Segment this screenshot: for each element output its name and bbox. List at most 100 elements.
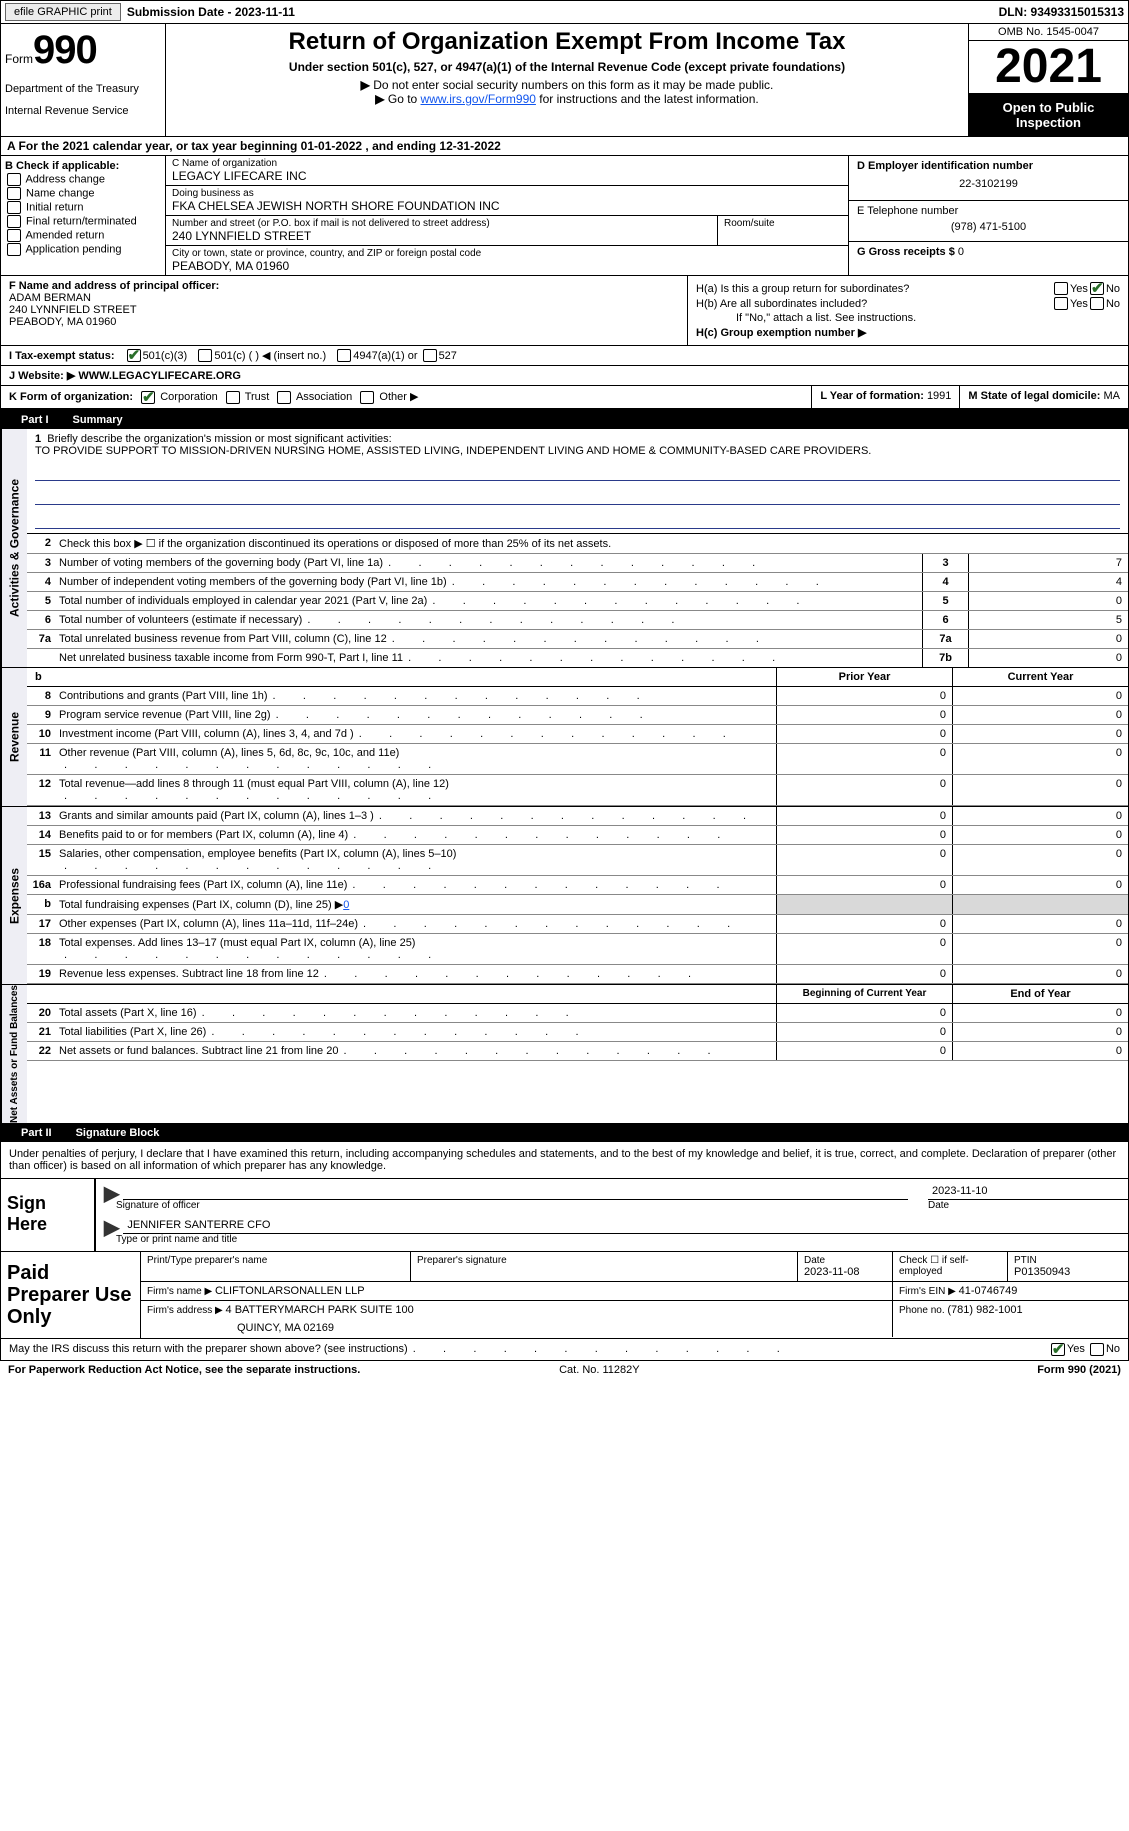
form-number: Form990 bbox=[5, 28, 161, 73]
sign-here-label: Sign Here bbox=[1, 1179, 96, 1251]
vtab-netassets: Net Assets or Fund Balances bbox=[1, 985, 27, 1123]
vtab-expenses: Expenses bbox=[1, 807, 27, 984]
efile-print-button[interactable]: efile GRAPHIC print bbox=[5, 3, 121, 21]
officer-addr1: 240 LYNNFIELD STREET bbox=[9, 304, 679, 316]
m-value: MA bbox=[1104, 390, 1121, 402]
summary-line: 17Other expenses (Part IX, column (A), l… bbox=[27, 915, 1128, 934]
b-option-1[interactable]: Name change bbox=[5, 187, 161, 200]
b-option-2[interactable]: Initial return bbox=[5, 201, 161, 214]
mission-text: TO PROVIDE SUPPORT TO MISSION-DRIVEN NUR… bbox=[35, 445, 1120, 457]
c-name-label: C Name of organization bbox=[172, 158, 842, 169]
hb-no-checkbox[interactable] bbox=[1090, 297, 1104, 310]
room-label: Room/suite bbox=[724, 218, 842, 229]
end-year-hdr: End of Year bbox=[952, 985, 1128, 1003]
hb-note: If "No," attach a list. See instructions… bbox=[696, 312, 1120, 324]
cat-no: Cat. No. 11282Y bbox=[559, 1364, 640, 1376]
f-label: F Name and address of principal officer: bbox=[9, 280, 679, 292]
m-label: M State of legal domicile: bbox=[968, 390, 1103, 402]
summary-line: 2Check this box ▶ ☐ if the organization … bbox=[27, 534, 1128, 554]
tax-year: 2021 bbox=[969, 41, 1128, 94]
may-no-checkbox[interactable] bbox=[1090, 1343, 1104, 1356]
summary-line: 18Total expenses. Add lines 13–17 (must … bbox=[27, 934, 1128, 965]
summary-line: 14Benefits paid to or for members (Part … bbox=[27, 826, 1128, 845]
summary-line: 20Total assets (Part X, line 16)00 bbox=[27, 1004, 1128, 1023]
subtitle-3: ▶ Go to www.irs.gov/Form990 for instruct… bbox=[172, 92, 962, 106]
org-name: LEGACY LIFECARE INC bbox=[172, 169, 842, 183]
i-4947-checkbox[interactable] bbox=[337, 349, 351, 362]
i-501c-checkbox[interactable] bbox=[198, 349, 212, 362]
omb-number: OMB No. 1545-0047 bbox=[969, 24, 1128, 41]
sig-name-caption: Type or print name and title bbox=[96, 1234, 1128, 1245]
summary-line: 5Total number of individuals employed in… bbox=[27, 592, 1128, 611]
part1-tab: Part I bbox=[7, 411, 63, 429]
ha-yes-checkbox[interactable] bbox=[1054, 282, 1068, 295]
tel-label: E Telephone number bbox=[857, 205, 1120, 217]
dba-label: Doing business as bbox=[172, 188, 842, 199]
may-yes-checkbox[interactable] bbox=[1051, 1343, 1065, 1356]
fundraising-link[interactable]: 0 bbox=[343, 899, 349, 911]
vtab-activities: Activities & Governance bbox=[1, 429, 27, 667]
vtab-revenue: Revenue bbox=[1, 668, 27, 806]
addr-label: Number and street (or P.O. box if mail i… bbox=[172, 218, 711, 229]
summary-line: 19Revenue less expenses. Subtract line 1… bbox=[27, 965, 1128, 984]
sig-arrow-icon: ▶ bbox=[104, 1188, 119, 1200]
prep-name-hdr: Print/Type preparer's name bbox=[147, 1255, 404, 1266]
summary-line: 3Number of voting members of the governi… bbox=[27, 554, 1128, 573]
city-state-zip: PEABODY, MA 01960 bbox=[172, 259, 842, 273]
ein-label: D Employer identification number bbox=[857, 160, 1120, 172]
irs-link[interactable]: www.irs.gov/Form990 bbox=[421, 92, 536, 106]
gross-value: 0 bbox=[958, 246, 964, 258]
ha-no-checkbox[interactable] bbox=[1090, 282, 1104, 295]
prep-date-hdr: Date bbox=[804, 1255, 886, 1266]
prep-sig-hdr: Preparer's signature bbox=[417, 1255, 791, 1266]
b-option-4[interactable]: Amended return bbox=[5, 229, 161, 242]
ptin-value: P01350943 bbox=[1014, 1266, 1122, 1278]
sig-date-caption: Date bbox=[908, 1200, 1128, 1211]
summary-line: 6Total number of volunteers (estimate if… bbox=[27, 611, 1128, 630]
summary-line: 13Grants and similar amounts paid (Part … bbox=[27, 807, 1128, 826]
summary-line: bTotal fundraising expenses (Part IX, co… bbox=[27, 895, 1128, 915]
firm-phone-lbl: Phone no. bbox=[899, 1305, 947, 1316]
row-a-tax-year: A For the 2021 calendar year, or tax yea… bbox=[0, 137, 1129, 156]
tel-value: (978) 471-5100 bbox=[857, 217, 1120, 237]
prior-year-hdr: Prior Year bbox=[776, 668, 952, 686]
k-corp-checkbox[interactable] bbox=[141, 391, 155, 404]
b-option-5[interactable]: Application pending bbox=[5, 243, 161, 256]
sig-date-field: 2023-11-10 bbox=[928, 1185, 1128, 1200]
summary-line: 8Contributions and grants (Part VIII, li… bbox=[27, 687, 1128, 706]
ptin-hdr: PTIN bbox=[1014, 1255, 1122, 1266]
i-501c3-checkbox[interactable] bbox=[127, 349, 141, 362]
subtitle-1: Under section 501(c), 527, or 4947(a)(1)… bbox=[172, 60, 962, 74]
firm-phone: (781) 982-1001 bbox=[947, 1304, 1022, 1316]
hb-yes-checkbox[interactable] bbox=[1054, 297, 1068, 310]
summary-line: 16aProfessional fundraising fees (Part I… bbox=[27, 876, 1128, 895]
sig-arrow-icon-2: ▶ bbox=[104, 1222, 119, 1234]
summary-line: 4Number of independent voting members of… bbox=[27, 573, 1128, 592]
summary-line: 15Salaries, other compensation, employee… bbox=[27, 845, 1128, 876]
form-footer: Form 990 (2021) bbox=[1037, 1364, 1121, 1376]
b-label: B Check if applicable: bbox=[5, 160, 161, 172]
k-other-checkbox[interactable] bbox=[360, 391, 374, 404]
k-trust-checkbox[interactable] bbox=[226, 391, 240, 404]
officer-name-field: JENNIFER SANTERRE CFO bbox=[123, 1219, 1128, 1234]
form-title: Return of Organization Exempt From Incom… bbox=[172, 28, 962, 56]
officer-addr2: PEABODY, MA 01960 bbox=[9, 316, 679, 328]
self-employed-check[interactable]: Check ☐ if self-employed bbox=[899, 1255, 1001, 1277]
firm-addr2: QUINCY, MA 02169 bbox=[147, 1316, 886, 1334]
dept-treasury: Department of the Treasury bbox=[5, 83, 161, 95]
hb-label: H(b) Are all subordinates included? bbox=[696, 298, 1052, 310]
sig-officer-caption: Signature of officer bbox=[96, 1200, 908, 1211]
k-assoc-checkbox[interactable] bbox=[277, 391, 291, 404]
officer-signature-field[interactable] bbox=[123, 1185, 908, 1200]
b-option-3[interactable]: Final return/terminated bbox=[5, 215, 161, 228]
l-value: 1991 bbox=[927, 390, 951, 402]
i-527-checkbox[interactable] bbox=[423, 349, 437, 362]
may-discuss-question: May the IRS discuss this return with the… bbox=[9, 1343, 408, 1355]
b-hdr: b bbox=[27, 668, 776, 686]
b-option-0[interactable]: Address change bbox=[5, 173, 161, 186]
city-label: City or town, state or province, country… bbox=[172, 248, 842, 259]
paid-preparer-label: Paid Preparer Use Only bbox=[1, 1252, 141, 1338]
firm-addr1: 4 BATTERYMARCH PARK SUITE 100 bbox=[226, 1304, 414, 1316]
mission-label: Briefly describe the organization's miss… bbox=[47, 433, 391, 445]
summary-line: 21Total liabilities (Part X, line 26)00 bbox=[27, 1023, 1128, 1042]
